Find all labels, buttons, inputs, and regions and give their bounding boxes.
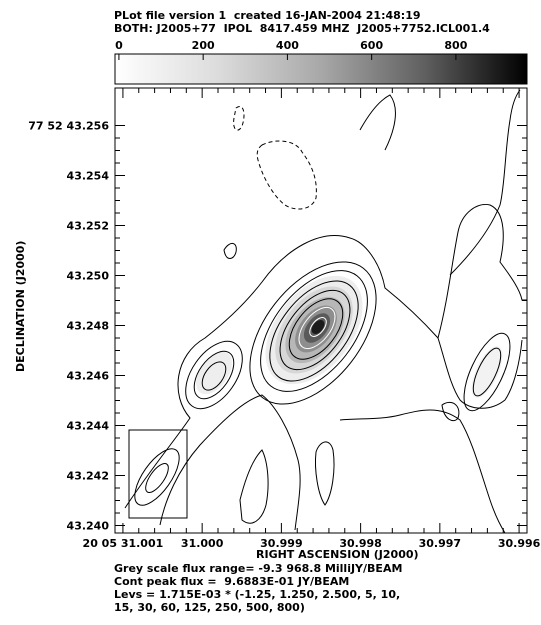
contour-outer-envelope (124, 203, 527, 509)
beam (128, 429, 188, 519)
contour-lower-right (339, 409, 506, 533)
footer-line-3: Levs = 1.715E-03 * (-1.25, 1.250, 2.500,… (114, 588, 401, 601)
footer-line-4: 15, 30, 60, 125, 250, 500, 800) (114, 601, 305, 614)
greyscale-tick-label: 600 (360, 39, 383, 52)
contour-sw-knot-mid (193, 350, 235, 400)
y-axis-title: DECLINATION (J2000) (14, 241, 27, 372)
image-area (124, 89, 527, 533)
contour-outer-lower (159, 394, 301, 531)
contour-core-3 (269, 280, 359, 382)
y-tick-label: 43.242 (67, 470, 109, 483)
y-tick-label: 43.248 (67, 320, 109, 333)
x-tick-label: 30.996 (498, 537, 541, 550)
contour-upper-right-arm (449, 89, 521, 276)
x-tick-label: 30.998 (339, 537, 381, 550)
y-tick-label: 77 52 43.256 (28, 120, 109, 133)
y-tick-label: 43.240 (67, 520, 110, 533)
contours (124, 89, 527, 533)
y-tick-label: 43.250 (67, 270, 110, 283)
contour-core-7 (309, 317, 327, 337)
contour-small-blob-1 (223, 243, 237, 259)
greyscale-tick-label: 400 (276, 39, 299, 52)
contour-ne-knot-inner (472, 347, 502, 397)
contour-sw-knot-inner (201, 361, 227, 391)
x-axis-title: RIGHT ASCENSION (J2000) (256, 548, 419, 561)
x-tick-label: 30.997 (419, 537, 461, 550)
greyscale-bar: 0 200 400 600 800 (114, 39, 528, 85)
footer-line-2: Cont peak flux = 9.6883E-01 JY/BEAM (114, 575, 350, 588)
greyscale-wedge (114, 53, 528, 85)
greyscale-tick-label: 200 (192, 39, 215, 52)
contour-top-arc (359, 94, 396, 151)
x-tick-label: 31.000 (181, 537, 224, 550)
neg-contour-2 (256, 140, 317, 210)
contour-right-arm (437, 337, 523, 409)
y-tick-label: 43.246 (67, 370, 110, 383)
beam-ellipse-inner (145, 463, 169, 493)
contour-lower-mid-leg (315, 441, 335, 506)
header-line-2: BOTH: J2005+77 IPOL 8417.459 MHZ J2005+7… (114, 22, 490, 35)
contour-core-2 (260, 270, 368, 392)
greyscale-tick-label: 0 (115, 39, 123, 52)
contour-core-1 (249, 261, 377, 405)
y-tick-label: 43.252 (67, 220, 109, 233)
y-tick-label: 43.244 (67, 420, 110, 433)
contour-small-blob-2 (441, 401, 460, 422)
contour-ne-knot-outer (463, 332, 511, 412)
footer-line-1: Grey scale flux range= -9.3 968.8 MilliJ… (114, 562, 403, 575)
x-tick-label: 20 05 31.001 (83, 537, 164, 550)
contour-core-4 (279, 289, 351, 371)
greyscale-core (196, 275, 503, 398)
header-line-1: PLot file version 1 created 16-JAN-2004 … (114, 9, 421, 22)
contour-core-6 (298, 306, 336, 350)
greyscale-tick-label: 800 (444, 39, 467, 52)
contour-sw-knot-outer (185, 340, 243, 410)
contour-lower-left-leg (239, 449, 269, 524)
beam-box (128, 429, 188, 519)
contour-core-5 (288, 298, 344, 360)
beam-ellipse-outer (134, 448, 180, 506)
x-tick-label: 30.999 (260, 537, 302, 550)
negative-contours (233, 106, 317, 210)
y-tick-label: 43.254 (67, 170, 110, 183)
